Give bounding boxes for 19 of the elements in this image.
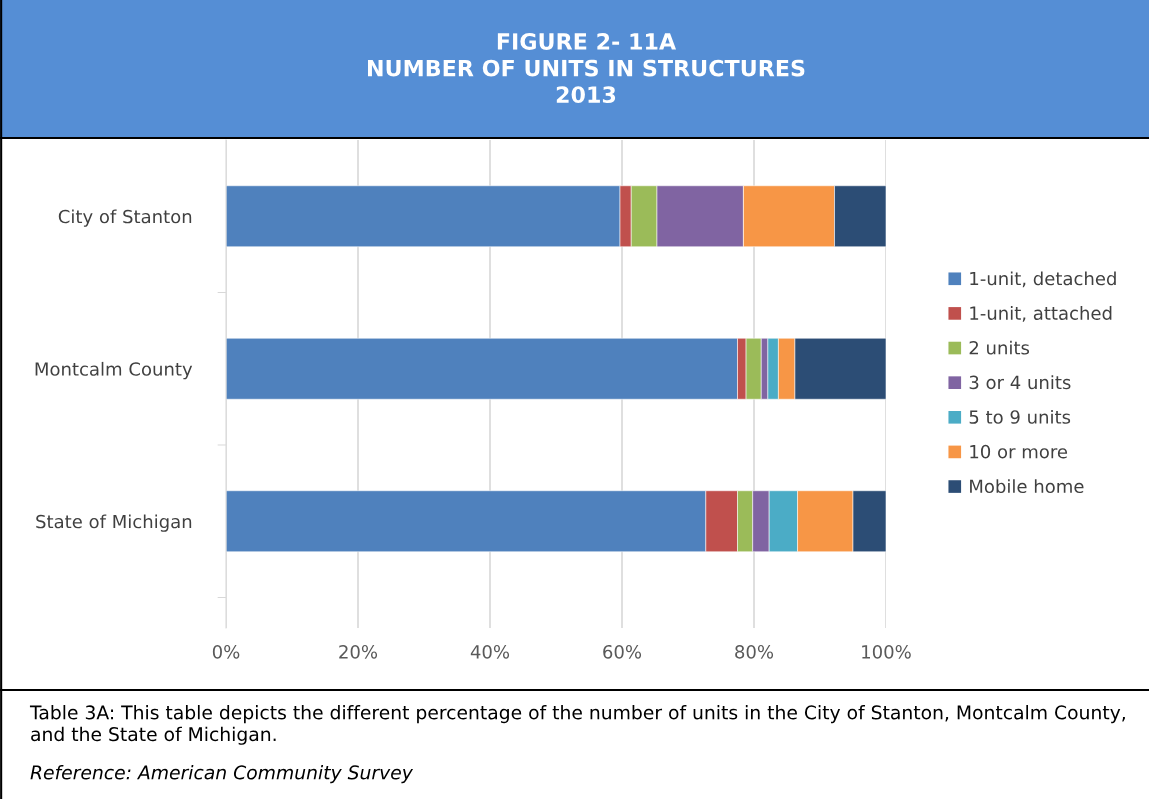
text: Reference: American Community Survey bbox=[30, 765, 414, 784]
legend-label: Mobile home bbox=[970, 479, 1084, 494]
y-tick-label: Montcalm County bbox=[35, 361, 193, 380]
legend-label: 1-unit, detached bbox=[970, 271, 1116, 288]
caption: Table 3A: This table depicts the different percentage of the number of units in the City of Stanton, Montcalm County, and the State of Michigan. bbox=[29, 705, 1125, 745]
y-tick-label: City of Stanton bbox=[58, 209, 192, 227]
x-tick-label: 100% bbox=[862, 644, 911, 659]
legend-label: 5 to 9 units bbox=[969, 409, 1071, 424]
y-tick-label: State of Michigan bbox=[36, 514, 192, 532]
legend-label: 1-unit, attached bbox=[970, 306, 1112, 322]
chart-title: FIGURE 2- 11A NUMBER OF UNITS IN STRUCTURES 2013 bbox=[368, 33, 805, 104]
x-tick-label: 80% bbox=[735, 644, 774, 659]
x-tick-label: 0% bbox=[212, 644, 240, 659]
x-tick-label: 20% bbox=[339, 644, 378, 659]
x-tick-label: 40% bbox=[470, 644, 510, 659]
legend-label: 3 or 4 units bbox=[969, 375, 1071, 390]
legend-label: 10 or more bbox=[970, 444, 1068, 459]
legend-label: 2 units bbox=[969, 340, 1030, 355]
x-tick-label: 60% bbox=[603, 644, 642, 659]
